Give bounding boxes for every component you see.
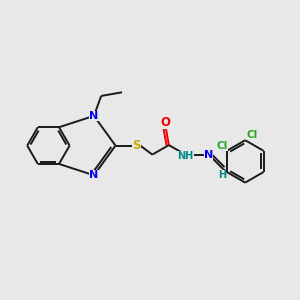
Text: O: O	[161, 116, 171, 129]
Text: Cl: Cl	[217, 140, 228, 151]
Text: N: N	[204, 150, 213, 160]
Text: N: N	[89, 170, 99, 180]
Text: Cl: Cl	[246, 130, 257, 140]
Text: S: S	[133, 139, 141, 152]
Text: N: N	[89, 111, 99, 121]
Text: NH: NH	[177, 151, 194, 161]
Text: H: H	[218, 170, 226, 180]
